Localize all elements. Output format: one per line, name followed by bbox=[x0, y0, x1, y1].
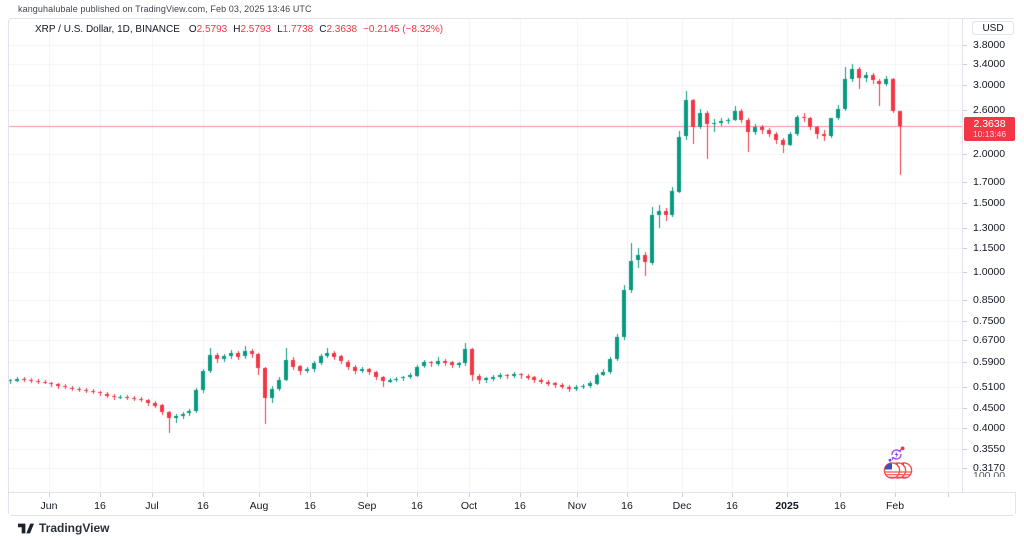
price-tick-label: 0.4000 bbox=[973, 422, 1006, 435]
price-tick-mark bbox=[963, 45, 967, 46]
price-tick-label: 1.0000 bbox=[973, 266, 1006, 279]
close-value: C2.3638 bbox=[319, 24, 358, 35]
price-tick-mark bbox=[963, 387, 967, 388]
time-tick-mark bbox=[203, 493, 204, 497]
price-axis[interactable]: USD 3.8000 3.4000 3.0000 2.6000 2.0000 1.7000… bbox=[962, 19, 1016, 492]
time-tick-label: Dec bbox=[672, 500, 692, 512]
price-tick-mark bbox=[963, 85, 967, 86]
change-value: −0.2145 (−8.32%) bbox=[363, 24, 444, 35]
time-tick-label: 16 bbox=[197, 500, 209, 512]
low-value: L1.7738 bbox=[277, 24, 314, 35]
events-refresh-icon[interactable] bbox=[888, 446, 905, 463]
time-tick-mark bbox=[577, 493, 578, 497]
symbol-title[interactable]: XRP / U.S. Dollar, 1D, BINANCE bbox=[35, 24, 180, 35]
time-tick-mark bbox=[417, 493, 418, 497]
chart-widget: XRP / U.S. Dollar, 1D, BINANCE O2.5793 H… bbox=[8, 18, 1016, 516]
price-tick-mark bbox=[963, 340, 967, 341]
price-tick-label: 2.0000 bbox=[973, 148, 1006, 161]
price-tick-label: 2.6000 bbox=[973, 103, 1006, 116]
price-tick-mark bbox=[963, 428, 967, 429]
price-tick-mark bbox=[963, 408, 967, 409]
time-tick-mark bbox=[520, 493, 521, 497]
time-tick-label: Sep bbox=[357, 500, 377, 512]
price-tick-label: 0.3170 bbox=[973, 461, 1006, 474]
time-tick-label: Nov bbox=[567, 500, 587, 512]
time-tick-mark bbox=[259, 493, 260, 497]
time-tick-label: 2025 bbox=[775, 500, 799, 512]
last-price-label: 2.3638 10:13:46 bbox=[964, 117, 1015, 141]
time-tick-label: Jul bbox=[145, 500, 159, 512]
chart-pane[interactable] bbox=[9, 19, 962, 492]
time-tick-label: Jun bbox=[40, 500, 58, 512]
tradingview-brand-text: TradingView bbox=[39, 521, 110, 535]
price-tick-label: 0.7500 bbox=[973, 315, 1006, 328]
price-tick-mark bbox=[963, 300, 967, 301]
time-tick-mark bbox=[100, 493, 101, 497]
time-tick-mark bbox=[732, 493, 733, 497]
price-tick-mark bbox=[963, 321, 967, 322]
price-tick-label: 3.4000 bbox=[973, 57, 1006, 70]
time-tick-mark bbox=[787, 493, 788, 497]
price-tick-mark bbox=[963, 449, 967, 450]
price-tick-label: 1.3000 bbox=[973, 221, 1006, 234]
time-tick-label: Oct bbox=[460, 500, 478, 512]
price-tick-label: 3.0000 bbox=[973, 79, 1006, 92]
price-tick-label: 0.3550 bbox=[973, 442, 1006, 455]
bar-countdown: 10:13:46 bbox=[972, 129, 1007, 139]
price-tick-label: 0.4500 bbox=[973, 402, 1006, 415]
time-tick-label: 16 bbox=[94, 500, 106, 512]
time-tick-label: Feb bbox=[885, 500, 905, 512]
price-tick-mark bbox=[963, 182, 967, 183]
price-tick-mark bbox=[963, 272, 967, 273]
time-tick-mark bbox=[682, 493, 683, 497]
percent-scale-label: 100.00 bbox=[973, 470, 1006, 477]
time-tick-mark bbox=[152, 493, 153, 497]
time-tick-label: Aug bbox=[249, 500, 269, 512]
high-value: H2.5793 bbox=[233, 24, 272, 35]
time-tick-mark bbox=[895, 493, 896, 497]
price-tick-label: 0.8500 bbox=[973, 293, 1006, 306]
time-tick-mark bbox=[310, 493, 311, 497]
time-tick-mark bbox=[627, 493, 628, 497]
time-tick-mark bbox=[49, 493, 50, 497]
price-tick-mark bbox=[963, 110, 967, 111]
time-tick-label: 16 bbox=[514, 500, 526, 512]
price-tick-mark bbox=[963, 228, 967, 229]
price-tick-label: 0.5100 bbox=[973, 380, 1006, 393]
time-tick-label: 16 bbox=[411, 500, 423, 512]
price-tick-label: 1.1500 bbox=[973, 242, 1006, 255]
price-tick-label: 1.7000 bbox=[973, 175, 1006, 188]
last-price-value: 2.3638 bbox=[973, 118, 1006, 130]
attribution-text: kanguhalubale published on TradingView.c… bbox=[18, 4, 312, 14]
tradingview-glyph-icon bbox=[18, 523, 34, 533]
currency-button[interactable]: USD bbox=[972, 21, 1014, 35]
price-tick-mark bbox=[963, 64, 967, 65]
price-tick-mark bbox=[963, 248, 967, 249]
time-tick-mark bbox=[469, 493, 470, 497]
price-tick-mark bbox=[963, 154, 967, 155]
ohlc-values: O2.5793 H2.5793 L1.7738 C2.3638 −0.2145 … bbox=[189, 24, 443, 35]
time-tick-label: 16 bbox=[726, 500, 738, 512]
price-tick-label: 3.8000 bbox=[973, 39, 1006, 51]
tradingview-logo[interactable]: TradingView bbox=[18, 521, 109, 535]
time-tick-mark bbox=[948, 493, 949, 497]
time-tick-label: 16 bbox=[834, 500, 846, 512]
time-tick-mark bbox=[840, 493, 841, 497]
price-tick-label: 0.5900 bbox=[973, 356, 1006, 369]
price-tick-label: 0.6700 bbox=[973, 334, 1006, 347]
price-tick-mark bbox=[963, 203, 967, 204]
price-tick-mark bbox=[963, 362, 967, 363]
open-value: O2.5793 bbox=[188, 24, 228, 35]
price-tick-mark bbox=[963, 468, 967, 469]
time-axis[interactable]: Jun 16 Jul 16 Aug 16 Sep 16 Oct 16 Nov 16 Dec 16 2025 1… bbox=[9, 492, 1015, 515]
time-tick-label: 16 bbox=[304, 500, 316, 512]
chart-legend: XRP / U.S. Dollar, 1D, BINANCE O2.5793 H… bbox=[35, 24, 443, 35]
price-tick-label: 1.5000 bbox=[973, 197, 1006, 210]
time-tick-mark bbox=[367, 493, 368, 497]
time-tick-label: 16 bbox=[621, 500, 633, 512]
economic-event-flags-icon[interactable] bbox=[883, 461, 913, 480]
